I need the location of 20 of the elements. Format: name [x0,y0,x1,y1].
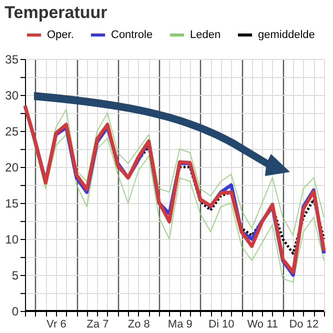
legend-label: gemiddelde [258,29,315,41]
x-tick-label: Wo 11 [247,318,278,330]
x-tick-label: Ma 9 [168,318,192,330]
x-tick-label: Zo 8 [128,318,150,330]
legend-label: Oper. [47,29,74,41]
legend-label: Controle [111,29,153,41]
y-tick-label: 35 [5,52,19,66]
y-tick-label: 20 [5,160,19,174]
y-tick-label: 0 [12,304,19,318]
y-tick-label: 15 [5,196,19,210]
x-tick-label: Do 12 [289,318,319,330]
x-tick-label: Za 7 [86,318,109,330]
legend-label: Leden [190,29,221,41]
chart-title: Temperatuur [4,3,108,22]
y-tick-label: 30 [5,88,19,102]
x-tick-label: Di 10 [208,318,234,330]
y-tick-label: 25 [5,124,19,138]
y-tick-label: 10 [5,232,19,246]
y-tick-label: 5 [12,268,19,282]
x-tick-label: Vr 6 [46,318,66,330]
